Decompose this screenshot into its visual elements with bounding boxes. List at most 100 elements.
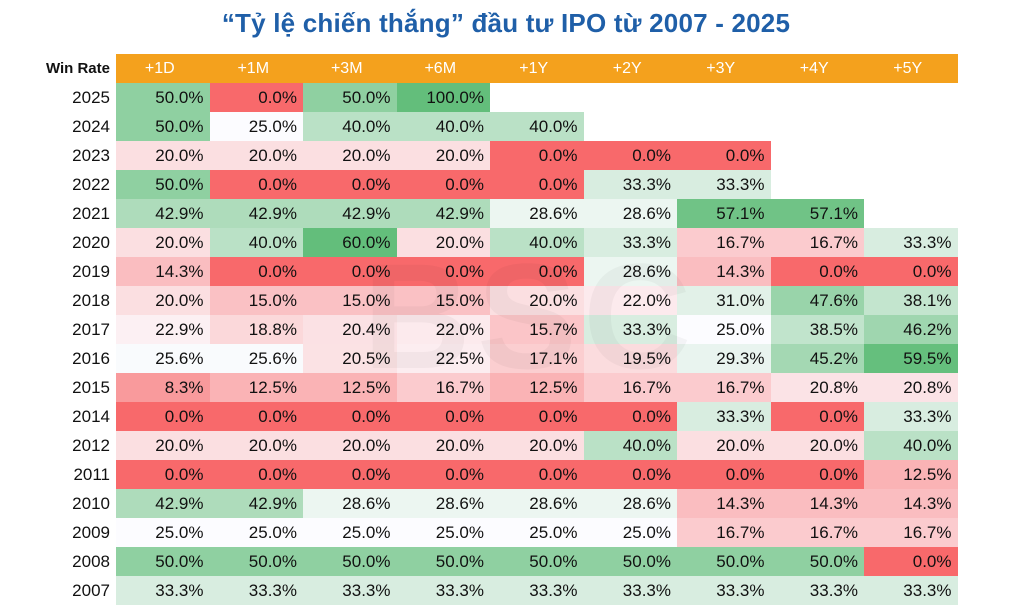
row-year-label: 2014 bbox=[20, 402, 116, 431]
win-rate-cell: 12.5% bbox=[303, 373, 397, 402]
row-year-label: 2011 bbox=[20, 460, 116, 489]
win-rate-cell: 0.0% bbox=[396, 170, 490, 199]
win-rate-cell: 20.0% bbox=[303, 431, 397, 460]
win-rate-cell: 50.0% bbox=[303, 83, 397, 112]
row-year-label: 2016 bbox=[20, 344, 116, 373]
win-rate-cell: 42.9% bbox=[116, 199, 210, 228]
win-rate-cell: 50.0% bbox=[303, 547, 397, 576]
win-rate-cell: 20.0% bbox=[396, 228, 490, 257]
row-year-label: 2025 bbox=[20, 83, 116, 112]
win-rate-cell: 42.9% bbox=[209, 489, 303, 518]
column-header-4y: +4Y bbox=[770, 54, 864, 83]
win-rate-cell: 14.3% bbox=[770, 489, 864, 518]
column-header-1m: +1M bbox=[209, 54, 303, 83]
win-rate-cell: 25.6% bbox=[209, 344, 303, 373]
table-row: 2010 42.9% 42.9% 28.6% 28.6% 28.6% 28.6% 14.3% 1… bbox=[20, 489, 958, 518]
win-rate-cell: 0.0% bbox=[677, 141, 771, 170]
table-row: 2009 25.0% 25.0% 25.0% 25.0% 25.0% 25.0% 16.7% 1… bbox=[20, 518, 958, 547]
win-rate-cell: 0.0% bbox=[864, 257, 958, 286]
win-rate-cell: 50.0% bbox=[677, 547, 771, 576]
win-rate-cell: 28.6% bbox=[583, 257, 677, 286]
table-row: 2025 50.0% 0.0% 50.0% 100.0% bbox=[20, 83, 958, 112]
win-rate-cell: 0.0% bbox=[303, 170, 397, 199]
win-rate-cell: 20.0% bbox=[396, 431, 490, 460]
win-rate-cell: 33.3% bbox=[209, 576, 303, 605]
win-rate-cell: 22.0% bbox=[583, 286, 677, 315]
column-header-5y: +5Y bbox=[864, 54, 958, 83]
win-rate-cell: 0.0% bbox=[209, 402, 303, 431]
row-year-label: 2008 bbox=[20, 547, 116, 576]
table-row: 2007 33.3% 33.3% 33.3% 33.3% 33.3% 33.3% 33.3% 3… bbox=[20, 576, 958, 605]
win-rate-cell: 50.0% bbox=[583, 547, 677, 576]
win-rate-cell: 20.8% bbox=[770, 373, 864, 402]
win-rate-cell: 50.0% bbox=[116, 112, 210, 141]
win-rate-cell bbox=[583, 112, 677, 141]
win-rate-cell: 33.3% bbox=[864, 402, 958, 431]
win-rate-cell: 0.0% bbox=[770, 402, 864, 431]
win-rate-cell: 50.0% bbox=[116, 547, 210, 576]
win-rate-cell: 28.6% bbox=[303, 489, 397, 518]
row-year-label: 2012 bbox=[20, 431, 116, 460]
win-rate-cell: 25.0% bbox=[583, 518, 677, 547]
win-rate-cell: 33.3% bbox=[583, 228, 677, 257]
win-rate-cell: 33.3% bbox=[303, 576, 397, 605]
win-rate-cell bbox=[864, 170, 958, 199]
row-year-label: 2015 bbox=[20, 373, 116, 402]
win-rate-cell: 0.0% bbox=[677, 460, 771, 489]
table-row: 2016 25.6% 25.6% 20.5% 22.5% 17.1% 19.5% 29.3% 4… bbox=[20, 344, 958, 373]
win-rate-cell: 25.0% bbox=[116, 518, 210, 547]
row-year-label: 2007 bbox=[20, 576, 116, 605]
win-rate-cell: 33.3% bbox=[490, 576, 584, 605]
win-rate-cell: 20.5% bbox=[303, 344, 397, 373]
win-rate-cell: 0.0% bbox=[490, 460, 584, 489]
win-rate-cell: 0.0% bbox=[490, 257, 584, 286]
win-rate-cell: 25.0% bbox=[209, 112, 303, 141]
win-rate-cell: 20.0% bbox=[116, 141, 210, 170]
win-rate-cell: 0.0% bbox=[116, 402, 210, 431]
table-row: 2021 42.9% 42.9% 42.9% 42.9% 28.6% 28.6% 57.1% 5… bbox=[20, 199, 958, 228]
win-rate-cell: 0.0% bbox=[396, 402, 490, 431]
win-rate-cell: 33.3% bbox=[116, 576, 210, 605]
win-rate-cell: 0.0% bbox=[490, 141, 584, 170]
win-rate-table: Win Rate +1D +1M +3M +6M +1Y +2Y +3Y +4Y… bbox=[20, 54, 958, 605]
win-rate-cell: 20.0% bbox=[116, 286, 210, 315]
win-rate-cell: 42.9% bbox=[396, 199, 490, 228]
win-rate-cell: 40.0% bbox=[490, 112, 584, 141]
win-rate-cell: 28.6% bbox=[396, 489, 490, 518]
win-rate-cell: 12.5% bbox=[490, 373, 584, 402]
win-rate-cell: 25.6% bbox=[116, 344, 210, 373]
win-rate-cell: 16.7% bbox=[677, 228, 771, 257]
win-rate-cell: 33.3% bbox=[677, 402, 771, 431]
win-rate-cell: 0.0% bbox=[209, 460, 303, 489]
table-row: 2012 20.0% 20.0% 20.0% 20.0% 20.0% 40.0% 20.0% 2… bbox=[20, 431, 958, 460]
win-rate-cell: 59.5% bbox=[864, 344, 958, 373]
table-row: 2015 8.3% 12.5% 12.5% 16.7% 12.5% 16.7% 16.7% 20… bbox=[20, 373, 958, 402]
win-rate-cell: 33.3% bbox=[677, 576, 771, 605]
win-rate-cell: 60.0% bbox=[303, 228, 397, 257]
win-rate-cell: 14.3% bbox=[864, 489, 958, 518]
table-body: 2025 50.0% 0.0% 50.0% 100.0% 2024 50.0% 25.0% 40… bbox=[20, 83, 958, 605]
win-rate-cell: 20.0% bbox=[116, 228, 210, 257]
table-row: 2024 50.0% 25.0% 40.0% 40.0% 40.0% bbox=[20, 112, 958, 141]
win-rate-cell: 16.7% bbox=[770, 518, 864, 547]
win-rate-cell: 0.0% bbox=[209, 83, 303, 112]
win-rate-cell: 22.9% bbox=[116, 315, 210, 344]
win-rate-cell: 20.0% bbox=[303, 141, 397, 170]
win-rate-cell: 42.9% bbox=[116, 489, 210, 518]
row-year-label: 2019 bbox=[20, 257, 116, 286]
win-rate-cell: 19.5% bbox=[583, 344, 677, 373]
win-rate-cell bbox=[677, 112, 771, 141]
win-rate-cell: 40.0% bbox=[396, 112, 490, 141]
win-rate-cell: 0.0% bbox=[583, 141, 677, 170]
win-rate-cell: 25.0% bbox=[396, 518, 490, 547]
win-rate-cell: 0.0% bbox=[209, 170, 303, 199]
win-rate-cell: 0.0% bbox=[490, 402, 584, 431]
win-rate-cell: 33.3% bbox=[864, 576, 958, 605]
win-rate-cell: 0.0% bbox=[396, 257, 490, 286]
row-year-label: 2017 bbox=[20, 315, 116, 344]
win-rate-cell: 0.0% bbox=[770, 257, 864, 286]
win-rate-cell: 0.0% bbox=[303, 257, 397, 286]
win-rate-cell: 28.6% bbox=[490, 489, 584, 518]
win-rate-cell: 16.7% bbox=[864, 518, 958, 547]
win-rate-cell: 0.0% bbox=[864, 547, 958, 576]
